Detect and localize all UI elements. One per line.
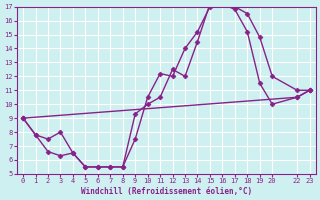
X-axis label: Windchill (Refroidissement éolien,°C): Windchill (Refroidissement éolien,°C)	[81, 187, 252, 196]
